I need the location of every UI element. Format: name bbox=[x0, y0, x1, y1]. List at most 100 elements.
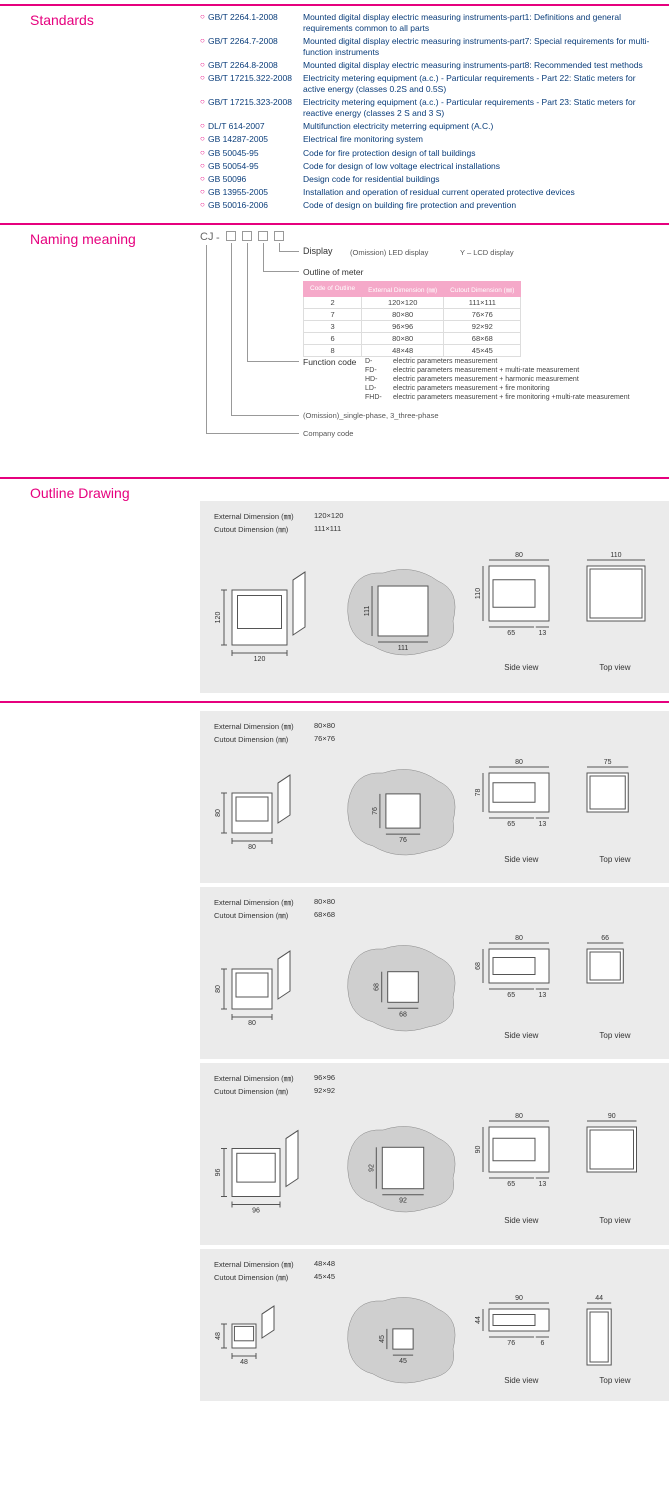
standard-row: ○GB/T 2264.8-2008Mounted digital display… bbox=[200, 60, 659, 71]
standard-desc: Electricity metering equipment (a.c.) - … bbox=[303, 73, 659, 95]
panel-cutout-view: 92 92 bbox=[338, 1103, 468, 1233]
svg-text:68: 68 bbox=[373, 983, 380, 991]
svg-text:111: 111 bbox=[364, 605, 371, 616]
otable-row: 780×8076×76 bbox=[304, 308, 521, 320]
standard-code: GB 50096 bbox=[208, 174, 303, 185]
cut-dim-row: Cutout Dimension (㎜)92×92 bbox=[214, 1086, 655, 1097]
otable-cell: 3 bbox=[304, 320, 362, 332]
otable-cell: 80×80 bbox=[362, 308, 444, 320]
top-view-svg: 66 bbox=[575, 935, 655, 1025]
panel-cutout-view: 111 111 bbox=[338, 541, 468, 681]
svg-text:92: 92 bbox=[399, 1197, 407, 1204]
outline-drawing-title: Outline Drawing bbox=[0, 479, 200, 501]
naming-diagram: CJ - Display (Omission) LED display Y – … bbox=[200, 231, 659, 461]
standard-desc: Multifunction electricity meterring equi… bbox=[303, 121, 659, 132]
svg-text:75: 75 bbox=[604, 759, 612, 766]
function-desc: electric parameters measurement bbox=[393, 357, 497, 366]
svg-text:80: 80 bbox=[515, 1113, 523, 1120]
side-view-label: Side view bbox=[471, 663, 571, 672]
cut-dim-row: Cutout Dimension (㎜)111×111 bbox=[214, 524, 655, 535]
otable-cell: 7 bbox=[304, 308, 362, 320]
svg-text:65: 65 bbox=[508, 821, 516, 828]
svg-text:80: 80 bbox=[215, 985, 222, 993]
naming-section: Naming meaning CJ - Display (Omission) L… bbox=[0, 223, 669, 467]
function-desc: electric parameters measurement + harmon… bbox=[393, 375, 579, 384]
standard-desc: Code for design of low voltage electrica… bbox=[303, 161, 659, 172]
standard-desc: Design code for residential buildings bbox=[303, 174, 659, 185]
display-label: Display bbox=[303, 246, 333, 256]
side-view-svg: 90 44 76 6 bbox=[471, 1295, 571, 1370]
display-note1: (Omission) LED display bbox=[350, 248, 428, 257]
top-view-svg: 110 bbox=[575, 552, 655, 657]
svg-text:111: 111 bbox=[397, 645, 408, 652]
outline-table: Code of OutlineExternal Dimension (㎜)Cut… bbox=[303, 281, 521, 357]
otable-cell: 6 bbox=[304, 332, 362, 344]
otable-header: External Dimension (㎜) bbox=[362, 281, 444, 296]
bullet-icon: ○ bbox=[200, 134, 208, 145]
standard-desc: Installation and operation of residual c… bbox=[303, 187, 659, 198]
side-view-svg: 80 78 65 13 bbox=[471, 759, 571, 849]
standard-code: GB/T 2264.8-2008 bbox=[208, 60, 303, 71]
svg-text:92: 92 bbox=[368, 1164, 375, 1172]
function-desc: electric parameters measurement + multi-… bbox=[393, 366, 579, 375]
ext-dim-row: External Dimension (㎜)120×120 bbox=[214, 511, 655, 522]
standard-row: ○GB 14287-2005Electrical fire monitoring… bbox=[200, 134, 659, 145]
svg-text:110: 110 bbox=[610, 552, 621, 559]
function-code: HD- bbox=[365, 375, 393, 384]
top-view-svg: 75 bbox=[575, 759, 655, 849]
svg-text:90: 90 bbox=[475, 1145, 482, 1153]
function-label: Function code bbox=[303, 357, 356, 367]
standard-code: GB 50045-95 bbox=[208, 148, 303, 159]
svg-text:68: 68 bbox=[399, 1011, 407, 1018]
front-iso-view: 80 80 bbox=[214, 751, 334, 871]
standard-code: GB/T 17215.323-2008 bbox=[208, 97, 303, 119]
standard-row: ○GB/T 2264.1-2008Mounted digital display… bbox=[200, 12, 659, 34]
standard-code: GB/T 17215.322-2008 bbox=[208, 73, 303, 95]
outline-table-wrap: Code of OutlineExternal Dimension (㎜)Cut… bbox=[303, 281, 521, 357]
side-view-svg: 80 68 65 13 bbox=[471, 935, 571, 1025]
standards-body: ○GB/T 2264.1-2008Mounted digital display… bbox=[200, 6, 669, 219]
svg-text:76: 76 bbox=[399, 837, 407, 844]
svg-text:66: 66 bbox=[601, 935, 609, 942]
svg-text:6: 6 bbox=[541, 1340, 545, 1347]
function-code: FD- bbox=[365, 366, 393, 375]
bullet-icon: ○ bbox=[200, 60, 208, 71]
standard-code: GB 50016-2006 bbox=[208, 200, 303, 211]
svg-text:80: 80 bbox=[515, 552, 523, 559]
svg-text:45: 45 bbox=[399, 1358, 407, 1365]
svg-text:76: 76 bbox=[508, 1340, 516, 1347]
top-view-label: Top view bbox=[575, 1031, 655, 1040]
top-view-svg: 90 bbox=[575, 1113, 655, 1211]
drawing-panel: External Dimension (㎜)120×120 Cutout Dim… bbox=[200, 501, 669, 693]
front-iso-view: 48 48 bbox=[214, 1289, 334, 1389]
otable-header: Cutout Dimension (㎜) bbox=[444, 281, 521, 296]
otable-cell: 111×111 bbox=[444, 296, 521, 308]
svg-text:13: 13 bbox=[539, 992, 547, 999]
standards-title: Standards bbox=[0, 6, 200, 219]
ext-dim-row: External Dimension (㎜)80×80 bbox=[214, 897, 655, 908]
svg-text:78: 78 bbox=[475, 789, 482, 797]
standard-row: ○GB/T 2264.7-2008Mounted digital display… bbox=[200, 36, 659, 58]
front-iso-view: 80 80 bbox=[214, 927, 334, 1047]
front-iso-view: 96 96 bbox=[214, 1103, 334, 1233]
svg-text:80: 80 bbox=[215, 809, 222, 817]
standard-code: GB/T 2264.1-2008 bbox=[208, 12, 303, 34]
side-view-svg: 80 90 65 13 bbox=[471, 1113, 571, 1211]
company-note: Company code bbox=[303, 429, 353, 438]
svg-text:65: 65 bbox=[508, 630, 516, 637]
svg-text:80: 80 bbox=[515, 759, 523, 766]
standard-code: GB 14287-2005 bbox=[208, 134, 303, 145]
cut-dim-row: Cutout Dimension (㎜)68×68 bbox=[214, 910, 655, 921]
function-row: FD-electric parameters measurement + mul… bbox=[365, 366, 630, 375]
otable-cell: 2 bbox=[304, 296, 362, 308]
otable-row: 680×8068×68 bbox=[304, 332, 521, 344]
top-view-label: Top view bbox=[575, 855, 655, 864]
ext-dim-row: External Dimension (㎜)80×80 bbox=[214, 721, 655, 732]
otable-row: 2120×120111×111 bbox=[304, 296, 521, 308]
top-view-label: Top view bbox=[575, 1216, 655, 1225]
svg-text:80: 80 bbox=[248, 1020, 256, 1027]
function-desc: electric parameters measurement + fire m… bbox=[393, 384, 550, 393]
drawing-panel: External Dimension (㎜)96×96 Cutout Dimen… bbox=[200, 1063, 669, 1245]
panel-cutout-view: 45 45 bbox=[338, 1289, 468, 1389]
standard-row: ○GB 13955-2005Installation and operation… bbox=[200, 187, 659, 198]
